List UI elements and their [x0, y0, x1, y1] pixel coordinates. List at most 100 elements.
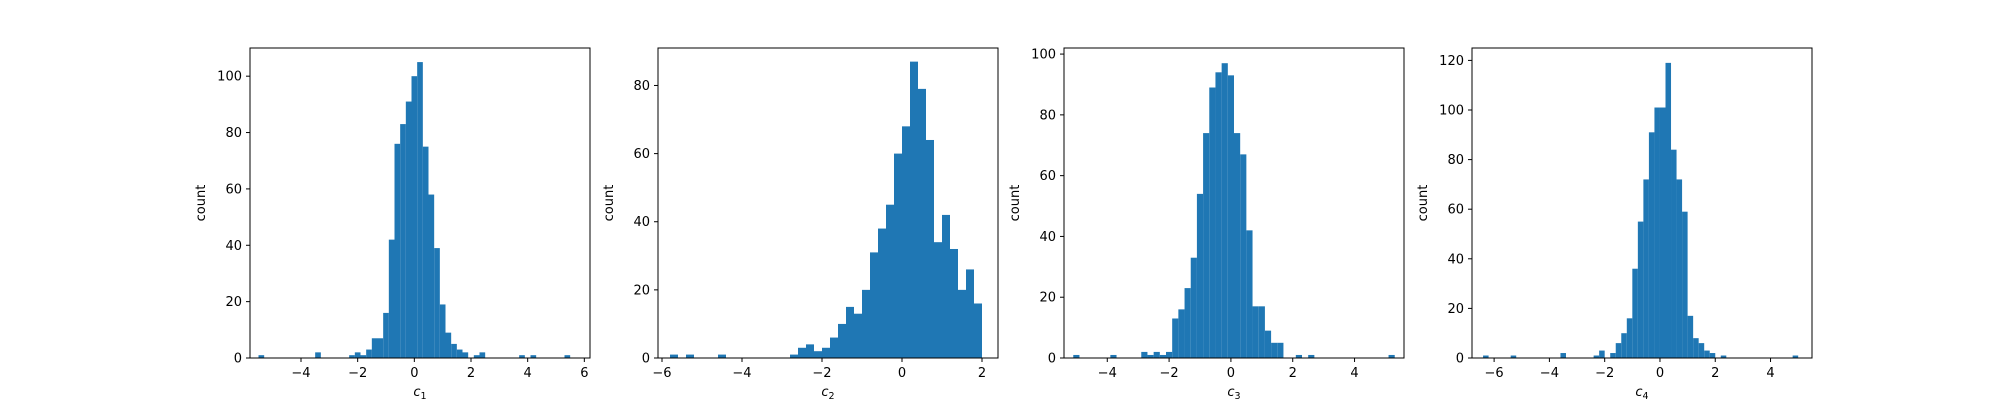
histogram-bar [1110, 354, 1117, 358]
y-tick-label: 60 [1039, 169, 1056, 184]
histogram-bar [1659, 107, 1666, 359]
y-tick-label: 0 [234, 352, 242, 367]
histogram-bar [428, 194, 435, 358]
histogram-bar [1621, 333, 1627, 358]
histogram-bar [1671, 149, 1677, 358]
histogram-bar [1676, 179, 1683, 358]
histogram-bar [405, 101, 412, 359]
x-tick-label: 6 [580, 366, 588, 381]
histogram-bar [1196, 193, 1204, 358]
histogram-bar [1234, 133, 1241, 358]
histogram-bar [1215, 72, 1222, 358]
histogram-bar [1246, 230, 1253, 358]
histogram-bar [462, 352, 469, 358]
histogram-bar [1665, 62, 1672, 358]
x-tick-label: 4 [524, 366, 532, 381]
histogram-bar [371, 338, 378, 358]
y-tick-label: 20 [633, 283, 650, 298]
y-tick-label: 20 [1447, 302, 1464, 317]
histogram-bar [1271, 342, 1278, 358]
x-tick-label: −4 [1540, 366, 1559, 381]
histogram-bar [394, 143, 401, 358]
histogram-bar [1792, 355, 1799, 358]
histogram-bar [1693, 338, 1699, 358]
histogram-bar [790, 354, 798, 358]
y-tick-label: 0 [1456, 352, 1464, 367]
x-axis-label: c4 [1635, 385, 1648, 400]
y-axis-label: count [1008, 185, 1023, 222]
histogram-bar [1709, 353, 1716, 358]
histogram-bar [1073, 354, 1080, 358]
histogram-bar [1599, 350, 1605, 358]
histogram-bar [388, 239, 395, 358]
histogram-bar [439, 304, 446, 358]
y-tick-label: 60 [1447, 203, 1464, 218]
x-tick-label: 2 [1711, 366, 1719, 381]
histogram-bar [1698, 343, 1705, 358]
x-tick-label: −2 [348, 366, 367, 381]
x-tick-label: 0 [1227, 366, 1235, 381]
x-tick-label: 2 [978, 366, 986, 381]
y-tick-label: 0 [642, 352, 650, 367]
x-tick-label: 4 [1766, 366, 1774, 381]
histogram-bar [1637, 221, 1644, 358]
histogram-bar [383, 312, 389, 358]
histogram-bar [870, 252, 878, 358]
histogram-bar [400, 124, 406, 358]
histogram-bar [417, 62, 423, 359]
histogram-bar [1704, 350, 1710, 358]
histogram-bar [822, 347, 830, 358]
histogram-bar [854, 313, 862, 358]
axes-frame [1471, 47, 1813, 359]
histogram-bar [411, 76, 418, 359]
histogram-bar [910, 61, 918, 358]
histogram-bar [479, 352, 486, 358]
histogram-bar [926, 139, 934, 358]
y-tick-label: 60 [633, 147, 650, 162]
axes-frame [1063, 47, 1405, 359]
histogram-bar [974, 303, 982, 358]
histogram-bar [838, 323, 846, 358]
x-tick-label: −6 [652, 366, 671, 381]
histogram-bar [1166, 351, 1173, 358]
histogram-bar [670, 354, 678, 358]
histogram-bar [360, 355, 367, 358]
y-tick-label: 80 [1039, 108, 1056, 123]
x-tick-label: 0 [898, 366, 906, 381]
histogram-bar [422, 146, 429, 358]
histogram-bar [862, 289, 870, 358]
histogram-bar [1178, 309, 1185, 358]
histogram-bar [1560, 353, 1566, 358]
histogram-bar [1221, 63, 1228, 358]
histogram-bar [886, 204, 894, 358]
histogram-bar [1610, 353, 1616, 358]
histogram-bar [1227, 75, 1234, 358]
x-tick-label: −6 [1485, 366, 1504, 381]
histogram-bar [806, 344, 814, 358]
y-tick-label: 80 [225, 126, 242, 141]
axes-frame [657, 47, 999, 359]
histogram-bar [878, 228, 886, 358]
y-tick-label: 100 [1031, 48, 1056, 63]
y-tick-label: 80 [1447, 153, 1464, 168]
histogram-bar [934, 242, 942, 358]
histogram-bar [349, 355, 355, 358]
histogram-bar [1172, 318, 1179, 358]
histogram-bar [1720, 355, 1727, 358]
histogram-bar [830, 337, 838, 358]
x-tick-label: −4 [291, 366, 310, 381]
y-axis-label: count [1416, 185, 1431, 222]
histogram-bar [1264, 330, 1272, 358]
y-tick-label: 40 [1447, 252, 1464, 267]
histogram-bar [1240, 154, 1247, 358]
x-tick-label: −4 [1098, 366, 1117, 381]
histogram-bar [1388, 354, 1395, 358]
histogram-bar [1682, 211, 1688, 358]
axes-frame [249, 47, 591, 359]
histogram-bar [530, 355, 537, 358]
